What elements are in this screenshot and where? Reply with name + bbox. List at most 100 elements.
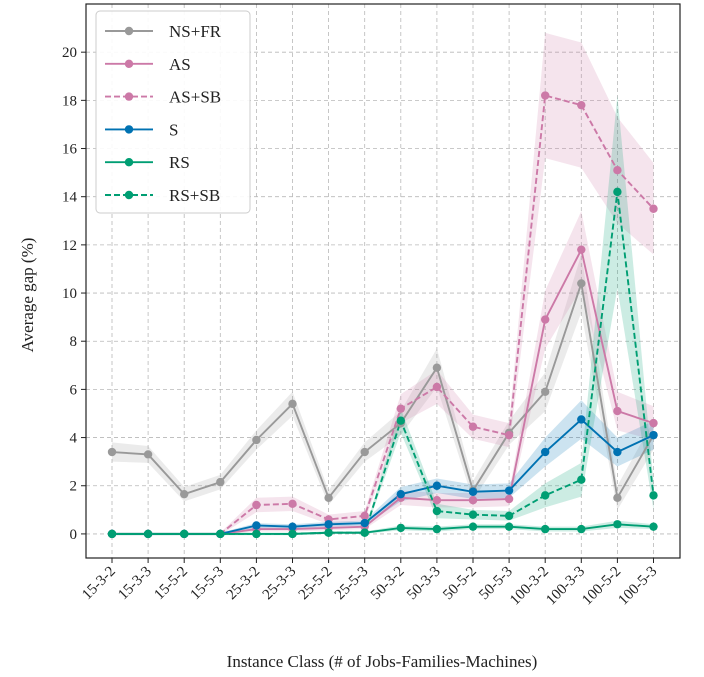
point-RS+SB [216, 529, 225, 539]
point-RS+SB [541, 491, 550, 500]
point-S [577, 415, 586, 424]
y-tick-label: 0 [70, 527, 78, 543]
point-AS+SB [541, 91, 550, 100]
point-RS+SB [288, 529, 297, 539]
point-AS+SB [577, 100, 586, 110]
legend-marker [124, 158, 134, 167]
y-tick-label: 8 [70, 334, 78, 350]
y-axis-label: Average gap (%) [18, 238, 37, 353]
point-RS+SB [360, 528, 369, 537]
point-AS [468, 495, 478, 505]
point-NS+FR [577, 279, 586, 288]
point-NS+FR [252, 435, 261, 445]
point-RS [432, 524, 442, 534]
point-AS [613, 406, 622, 416]
y-tick-label: 2 [70, 479, 78, 495]
point-NS+FR [541, 387, 550, 396]
line-RS+SB [112, 191, 655, 535]
point-S [504, 486, 514, 495]
band-AS+SB [112, 32, 654, 536]
point-RS+SB [180, 529, 189, 539]
point-RS+SB [432, 506, 442, 516]
point-RS [541, 524, 550, 534]
point-S [324, 520, 333, 529]
point-S [468, 487, 478, 496]
point-RS+SB [252, 529, 261, 539]
point-NS+FR [360, 447, 369, 457]
point-AS [541, 315, 550, 324]
point-RS [577, 524, 586, 534]
point-NS+FR [143, 450, 153, 459]
point-S [432, 481, 442, 490]
point-AS+SB [360, 511, 369, 521]
legend-label: AS [169, 55, 191, 74]
point-AS+SB [252, 500, 261, 510]
point-S [396, 489, 405, 499]
point-RS [613, 520, 622, 529]
series-points [107, 91, 658, 539]
point-S [252, 521, 261, 530]
point-AS+SB [288, 499, 297, 509]
point-AS [577, 245, 586, 254]
y-tick-label: 20 [62, 45, 77, 61]
point-RS [468, 522, 478, 531]
line-NS+FR [111, 283, 655, 501]
band-NS+FR [112, 254, 654, 510]
plot-frame [85, 3, 681, 559]
point-NS+FR [107, 447, 117, 457]
point-S [541, 447, 550, 457]
point-RS [649, 522, 658, 531]
point-S [360, 518, 369, 528]
point-RS [396, 523, 405, 533]
legend-marker [124, 190, 134, 200]
point-RS+SB [143, 529, 153, 539]
point-RS+SB [649, 491, 658, 500]
point-AS+SB [504, 430, 514, 440]
legend-label: NS+FR [169, 22, 222, 41]
point-NS+FR [324, 493, 333, 502]
point-AS+SB [649, 204, 658, 213]
point-RS+SB [468, 510, 478, 519]
point-AS+SB [468, 422, 478, 431]
legend-marker [124, 26, 134, 36]
y-tick-label: 12 [62, 238, 77, 254]
series-lines [111, 94, 655, 535]
y-tick-label: 6 [70, 382, 78, 398]
point-NS+FR [288, 399, 297, 409]
legend-marker [124, 59, 134, 68]
point-AS [504, 494, 514, 504]
point-AS [432, 495, 442, 505]
point-S [288, 522, 297, 531]
legend-label: RS+SB [169, 186, 220, 205]
legend-marker [124, 92, 134, 101]
point-S [649, 430, 658, 440]
point-RS+SB [324, 528, 333, 537]
legend-label: AS+SB [169, 88, 221, 107]
y-tick-label: 4 [70, 431, 78, 447]
y-tick-label: 14 [62, 190, 78, 206]
point-AS+SB [613, 166, 622, 175]
x-axis-label: Instance Class (# of Jobs-Families-Machi… [227, 652, 538, 671]
point-NS+FR [613, 493, 622, 502]
point-NS+FR [180, 489, 189, 499]
legend-label: S [169, 120, 178, 139]
point-AS [649, 418, 658, 428]
point-RS+SB [107, 529, 117, 539]
point-NS+FR [216, 477, 225, 487]
point-AS+SB [396, 404, 405, 413]
y-axis: 0 2 4 6 8 10 12 14 16 18 20 [62, 45, 86, 543]
legend-label: RS [169, 153, 190, 172]
point-RS+SB [577, 475, 586, 484]
point-S [613, 447, 622, 457]
y-tick-label: 16 [62, 142, 78, 158]
point-RS+SB [504, 511, 514, 521]
point-RS [504, 522, 514, 531]
point-RS+SB [396, 416, 405, 425]
point-AS+SB [432, 382, 442, 392]
y-tick-label: 18 [62, 93, 77, 109]
legend-marker [124, 125, 134, 134]
legend: NS+FR AS AS+SB S RS RS+SB [95, 10, 251, 214]
legend-box [95, 10, 251, 214]
point-NS+FR [432, 363, 442, 372]
